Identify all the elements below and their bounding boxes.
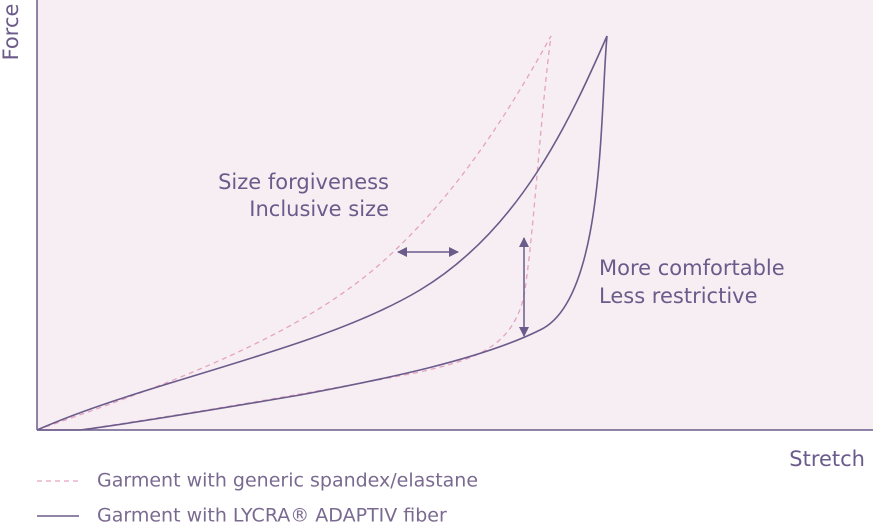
legend-text: Garment with LYCRA® ADAPTIV fiber: [97, 505, 447, 527]
annotation: Less restrictive: [599, 284, 758, 308]
x-axis-label: Stretch: [789, 447, 865, 471]
annotation: Size forgiveness: [218, 170, 389, 194]
legend-text: Garment with generic spandex/elastane: [97, 470, 478, 492]
annotation: More comfortable: [599, 256, 785, 280]
annotation: Inclusive size: [249, 197, 389, 221]
plot-area: [37, 0, 873, 430]
adaptiv-curve: [36, 35, 608, 431]
y-axis-label: Force: [0, 4, 23, 61]
